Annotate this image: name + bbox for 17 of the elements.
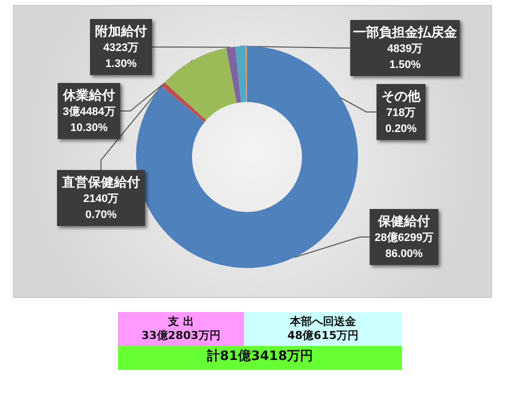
text: 計81億3418万円	[118, 346, 402, 370]
data-label: 28億6299万 86.00%	[374, 231, 434, 260]
slice-label: その他	[382, 88, 422, 104]
data-label: 4323万 1.30%	[103, 42, 139, 70]
text: 33億2803万円	[142, 329, 220, 342]
text: 本部へ回送金	[290, 315, 356, 328]
data-label: 3億4484万 10.30%	[62, 105, 116, 134]
data-label: 2140万 0.70%	[83, 193, 119, 221]
slice-label: 一部負担金払戻金	[353, 24, 458, 40]
slice-label: 休業給付	[62, 88, 115, 102]
text: 48億615万円	[287, 329, 359, 342]
text: 支 出	[168, 315, 194, 328]
slice-label: 保健給付	[377, 214, 430, 228]
slice-label: 直営保健給付	[61, 174, 140, 190]
slice-label: 附加給付	[95, 24, 147, 38]
data-label: 4839万 1.50%	[387, 43, 423, 71]
data-label: 718万 0.20%	[385, 107, 417, 135]
